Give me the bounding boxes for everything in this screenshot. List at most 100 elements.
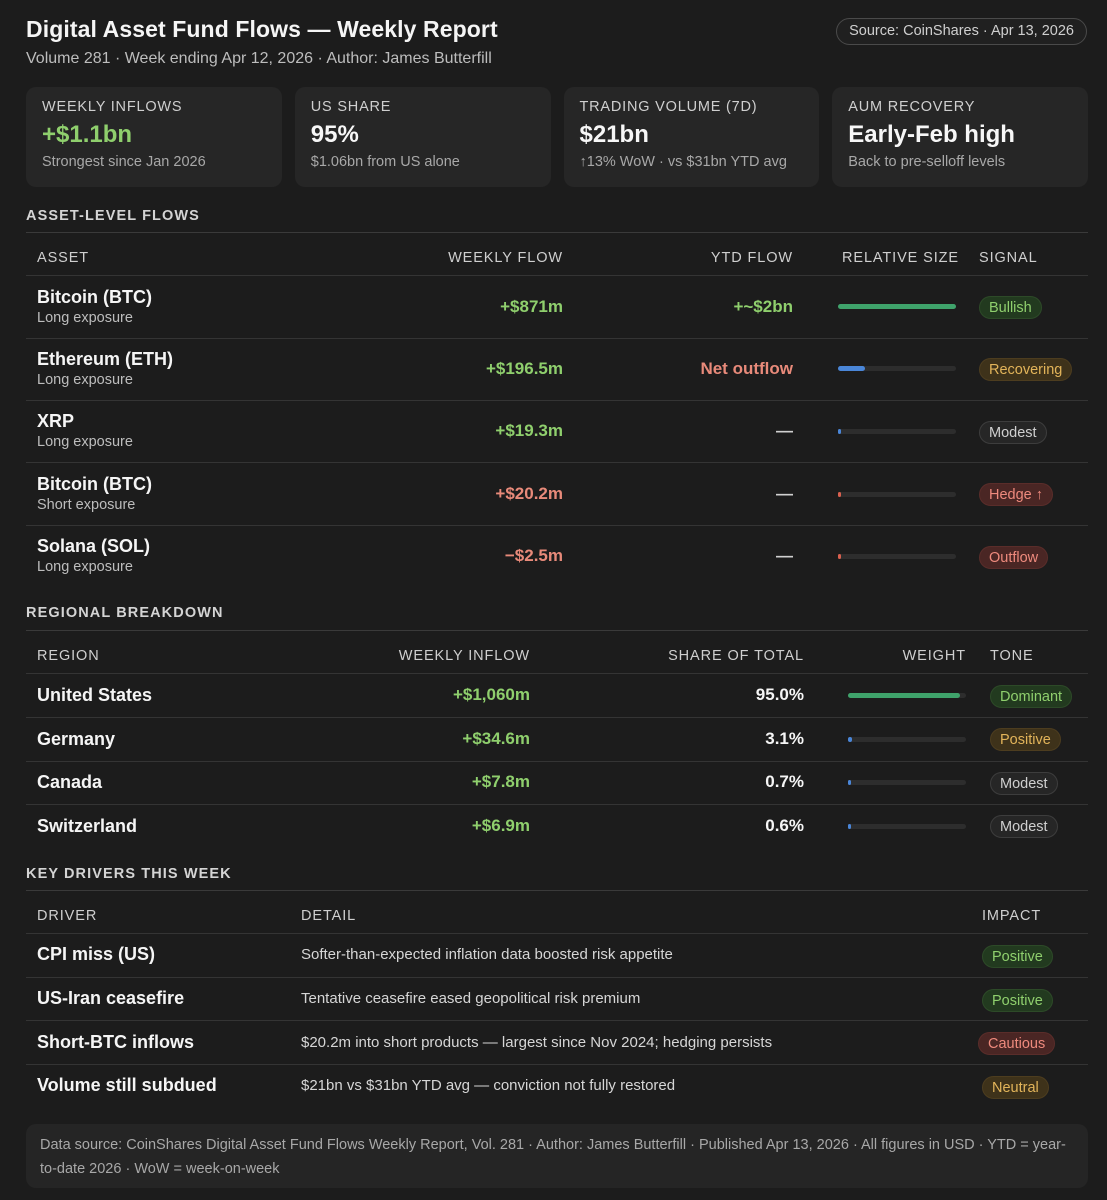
- relative-size-bar: [838, 554, 956, 559]
- weight-bar: [848, 693, 966, 698]
- tone-badge: Positive: [990, 728, 1061, 751]
- asset-name: Solana (SOL): [37, 536, 151, 556]
- relative-size-bar: [838, 492, 956, 497]
- asset-name: Bitcoin (BTC): [37, 474, 152, 494]
- region-section-title: REGIONAL BREAKDOWN: [26, 605, 224, 621]
- impact-badge: Positive: [982, 945, 1053, 968]
- relative-size-fill: [838, 429, 841, 434]
- asset-ytd-flow: Net outflow: [700, 359, 793, 378]
- weight-bar: [848, 824, 966, 829]
- asset-ytd-flow: +~$2bn: [733, 297, 793, 316]
- asset-exposure: Short exposure: [37, 497, 136, 513]
- weight-bar: [848, 780, 966, 785]
- kpi-sub: Strongest since Jan 2026: [42, 154, 206, 170]
- region-weekly-inflow: +$7.8m: [471, 772, 530, 791]
- signal-badge: Bullish: [979, 296, 1042, 319]
- kpi-label: AUM RECOVERY: [848, 99, 976, 115]
- kpi-card-us-share: US SHARE 95% $1.06bn from US alone: [294, 87, 551, 187]
- asset-weekly-flow: +$871m: [500, 297, 563, 316]
- region-weekly-inflow: +$6.9m: [471, 816, 530, 835]
- region-weekly-inflow: +$1,060m: [452, 685, 530, 704]
- relative-size-fill: [838, 554, 841, 559]
- region-share: 0.6%: [765, 816, 804, 835]
- divider: [26, 525, 1088, 526]
- divider: [26, 673, 1088, 674]
- driver-detail: $20.2m into short products — largest sin…: [301, 1034, 773, 1051]
- region-name: United States: [37, 685, 153, 705]
- asset-weekly-flow: +$196.5m: [485, 359, 563, 378]
- divider: [26, 1064, 1088, 1065]
- col-header-ytd-flow: YTD FLOW: [710, 250, 793, 266]
- kpi-sub: ↑13% WoW · vs $31bn YTD avg: [579, 154, 787, 170]
- impact-badge: Cautious: [978, 1032, 1056, 1055]
- region-share: 0.7%: [765, 772, 804, 791]
- region-name: Germany: [37, 729, 116, 749]
- footer-note: Data source: CoinShares Digital Asset Fu…: [26, 1124, 1088, 1188]
- relative-size-fill: [838, 492, 841, 497]
- kpi-card-weekly-inflows: WEEKLY INFLOWS +$1.1bn Strongest since J…: [26, 87, 282, 187]
- col-header-signal: SIGNAL: [979, 250, 1038, 266]
- asset-exposure: Long exposure: [37, 372, 133, 388]
- tone-badge: Modest: [990, 815, 1058, 838]
- weight-fill: [848, 824, 851, 829]
- divider: [26, 630, 1088, 631]
- divider: [26, 462, 1088, 463]
- kpi-value: +$1.1bn: [42, 121, 133, 148]
- divider: [26, 232, 1088, 233]
- kpi-label: US SHARE: [310, 99, 392, 115]
- source-badge: Source: CoinShares · Apr 13, 2026: [836, 18, 1087, 45]
- impact-badge: Neutral: [982, 1076, 1049, 1099]
- kpi-label: WEEKLY INFLOWS: [42, 99, 183, 115]
- asset-exposure: Long exposure: [37, 559, 133, 575]
- kpi-value: $21bn: [579, 121, 649, 148]
- relative-size-bar: [838, 429, 956, 434]
- kpi-value: 95%: [310, 121, 359, 148]
- divider: [26, 890, 1088, 891]
- asset-ytd-flow: —: [776, 484, 793, 503]
- footer-text: Data source: CoinShares Digital Asset Fu…: [40, 1137, 1066, 1177]
- region-name: Canada: [37, 772, 103, 792]
- asset-name: Ethereum (ETH): [37, 349, 174, 369]
- col-header-weekly-inflow: WEEKLY INFLOW: [398, 648, 530, 664]
- kpi-sub: $1.06bn from US alone: [310, 154, 460, 170]
- weight-fill: [848, 693, 960, 698]
- col-header-relative-size: RELATIVE SIZE: [842, 250, 959, 266]
- driver-name: US-Iran ceasefire: [37, 988, 185, 1008]
- asset-weekly-flow: +$19.3m: [495, 421, 563, 440]
- driver-name: CPI miss (US): [37, 944, 156, 964]
- col-header-impact: IMPACT: [982, 908, 1042, 924]
- page-title: Digital Asset Fund Flows — Weekly Report: [26, 16, 498, 42]
- driver-name: Volume still subdued: [37, 1075, 217, 1095]
- asset-weekly-flow: +$20.2m: [495, 484, 563, 503]
- region-share: 3.1%: [765, 729, 804, 748]
- drivers-section-title: KEY DRIVERS THIS WEEK: [26, 866, 232, 882]
- signal-badge: Hedge ↑: [979, 483, 1054, 506]
- asset-section-title: ASSET-LEVEL FLOWS: [26, 208, 200, 224]
- divider: [26, 761, 1088, 762]
- relative-size-fill: [838, 304, 956, 309]
- asset-weekly-flow: −$2.5m: [504, 546, 563, 565]
- col-header-driver: DRIVER: [37, 908, 98, 924]
- divider: [26, 400, 1088, 401]
- weight-bar: [848, 737, 966, 742]
- signal-badge: Outflow: [979, 546, 1049, 569]
- tone-badge: Dominant: [990, 685, 1073, 708]
- region-name: Switzerland: [37, 816, 138, 836]
- asset-name: Bitcoin (BTC): [37, 287, 152, 307]
- divider: [26, 338, 1088, 339]
- asset-ytd-flow: —: [776, 546, 793, 565]
- weight-fill: [848, 780, 851, 785]
- asset-exposure: Long exposure: [37, 434, 133, 450]
- col-header-weekly-flow: WEEKLY FLOW: [448, 250, 563, 266]
- col-header-tone: TONE: [990, 648, 1034, 664]
- kpi-card-aum-recovery: AUM RECOVERY Early-Feb high Back to pre-…: [832, 87, 1088, 187]
- divider: [26, 1020, 1088, 1021]
- divider: [26, 977, 1088, 978]
- report-header: Digital Asset Fund Flows — Weekly Report…: [26, 16, 1087, 76]
- driver-detail: $21bn vs $31bn YTD avg — conviction not …: [301, 1077, 676, 1094]
- kpi-card-trading-volume: TRADING VOLUME (7D) $21bn ↑13% WoW · vs …: [563, 87, 820, 187]
- col-header-detail: DETAIL: [301, 908, 357, 924]
- kpi-sub: Back to pre-selloff levels: [848, 154, 1006, 170]
- driver-detail: Tentative ceasefire eased geopolitical r…: [301, 990, 641, 1007]
- asset-name: XRP: [37, 411, 75, 431]
